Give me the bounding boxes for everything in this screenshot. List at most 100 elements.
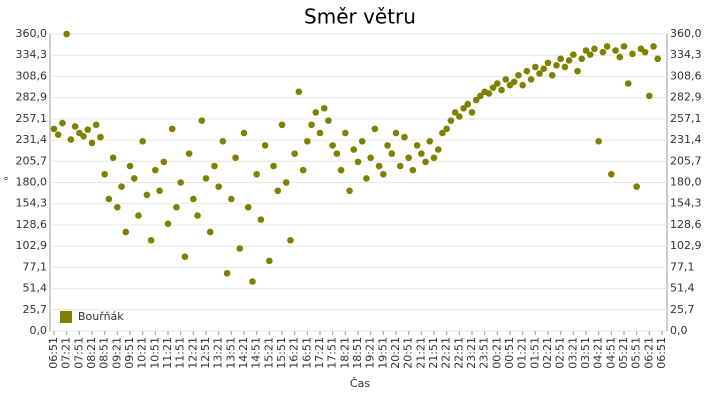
- legend-swatch: [60, 311, 72, 323]
- data-point: [278, 121, 286, 129]
- y2-tick-label: 282,9: [670, 91, 702, 104]
- x-tick-label: 14:51: [250, 337, 263, 369]
- data-point: [464, 100, 472, 108]
- data-point: [460, 104, 467, 112]
- data-point: [215, 183, 222, 190]
- data-point: [219, 137, 227, 145]
- data-point: [291, 150, 298, 157]
- y-tick-label: 257,1: [16, 112, 48, 125]
- data-point: [570, 51, 577, 58]
- data-point: [624, 80, 632, 87]
- x-tick-label: 18:21: [338, 337, 351, 369]
- data-point: [603, 43, 611, 50]
- data-point: [616, 53, 624, 61]
- x-tick-label: 10:21: [136, 337, 149, 369]
- data-point: [312, 109, 320, 116]
- x-tick-label: 08:21: [85, 337, 98, 369]
- x-tick-label: 06:51: [655, 337, 668, 369]
- data-point: [620, 43, 628, 50]
- y-tick-label: 360,0: [16, 27, 48, 40]
- x-tick-label: 13:51: [224, 337, 237, 369]
- y2-tick-label: 128,6: [670, 218, 702, 231]
- data-point: [342, 129, 349, 137]
- data-point: [633, 183, 640, 190]
- data-point: [477, 92, 484, 100]
- y-tick-label: 25,7: [23, 303, 48, 316]
- data-point: [422, 158, 429, 166]
- data-point: [346, 187, 353, 195]
- data-point: [329, 142, 336, 149]
- data-point: [574, 67, 581, 75]
- data-point: [532, 63, 539, 71]
- data-point: [629, 50, 636, 58]
- data-point: [527, 76, 535, 83]
- x-tick-label: 01:21: [516, 337, 529, 369]
- data-point: [439, 129, 446, 137]
- data-point: [591, 45, 598, 53]
- x-tick-label: 17:51: [326, 337, 339, 369]
- data-point: [608, 170, 615, 178]
- x-tick-label: 12:51: [199, 337, 212, 369]
- data-point: [244, 203, 252, 211]
- data-point: [156, 187, 163, 195]
- data-point: [114, 203, 121, 211]
- x-tick-label: 20:51: [402, 337, 415, 369]
- data-point: [143, 191, 151, 199]
- y-tick-label: 102,9: [16, 239, 48, 252]
- data-point: [295, 88, 303, 96]
- data-point: [561, 63, 569, 71]
- data-point: [396, 162, 404, 170]
- data-point: [160, 158, 168, 166]
- data-point: [185, 150, 193, 157]
- data-point: [418, 150, 425, 157]
- data-point: [261, 142, 269, 149]
- data-point: [646, 92, 653, 100]
- data-point: [50, 125, 58, 133]
- y-tick-label: 0,0: [30, 324, 48, 337]
- data-point: [641, 48, 649, 56]
- x-tick-label: 10:51: [148, 337, 161, 369]
- data-point: [105, 195, 113, 203]
- data-point: [443, 125, 450, 133]
- data-point: [363, 175, 370, 182]
- y2-tick-label: 154,3: [670, 197, 702, 210]
- x-tick-label: 23:51: [478, 337, 491, 369]
- x-tick-label: 15:21: [262, 337, 275, 369]
- data-point: [489, 84, 497, 91]
- data-point: [586, 51, 594, 58]
- data-point: [612, 47, 619, 54]
- x-tick-label: 11:21: [161, 337, 174, 369]
- data-point: [287, 236, 294, 244]
- data-point: [240, 129, 248, 137]
- data-point: [358, 137, 366, 145]
- y2-tick-label: 360,0: [670, 27, 702, 40]
- x-tick-label: 09:51: [123, 337, 136, 369]
- data-point: [152, 166, 159, 174]
- data-point: [270, 162, 277, 170]
- data-point: [236, 245, 244, 252]
- data-point: [206, 228, 214, 236]
- data-point: [249, 278, 256, 285]
- data-point: [350, 146, 358, 153]
- data-point: [299, 166, 307, 174]
- data-point: [71, 123, 79, 130]
- y-tick-label: 308,6: [16, 69, 48, 82]
- data-point: [126, 162, 134, 170]
- data-point: [63, 30, 70, 38]
- data-point: [253, 170, 260, 178]
- data-point: [282, 179, 290, 186]
- x-tick-label: 21:51: [427, 337, 440, 369]
- data-point: [434, 146, 442, 153]
- data-point: [308, 121, 315, 129]
- x-tick-label: 06:51: [47, 337, 60, 369]
- x-tick-label: 19:21: [364, 337, 377, 369]
- y2-tick-label: 102,9: [670, 239, 702, 252]
- y-tick-label: 180,0: [16, 176, 48, 189]
- data-point: [519, 81, 526, 89]
- data-point: [164, 220, 172, 228]
- data-point: [101, 170, 108, 178]
- data-point: [109, 154, 117, 162]
- x-tick-label: 07:51: [72, 337, 85, 369]
- x-tick-label: 02:21: [541, 337, 554, 369]
- data-point: [405, 154, 412, 162]
